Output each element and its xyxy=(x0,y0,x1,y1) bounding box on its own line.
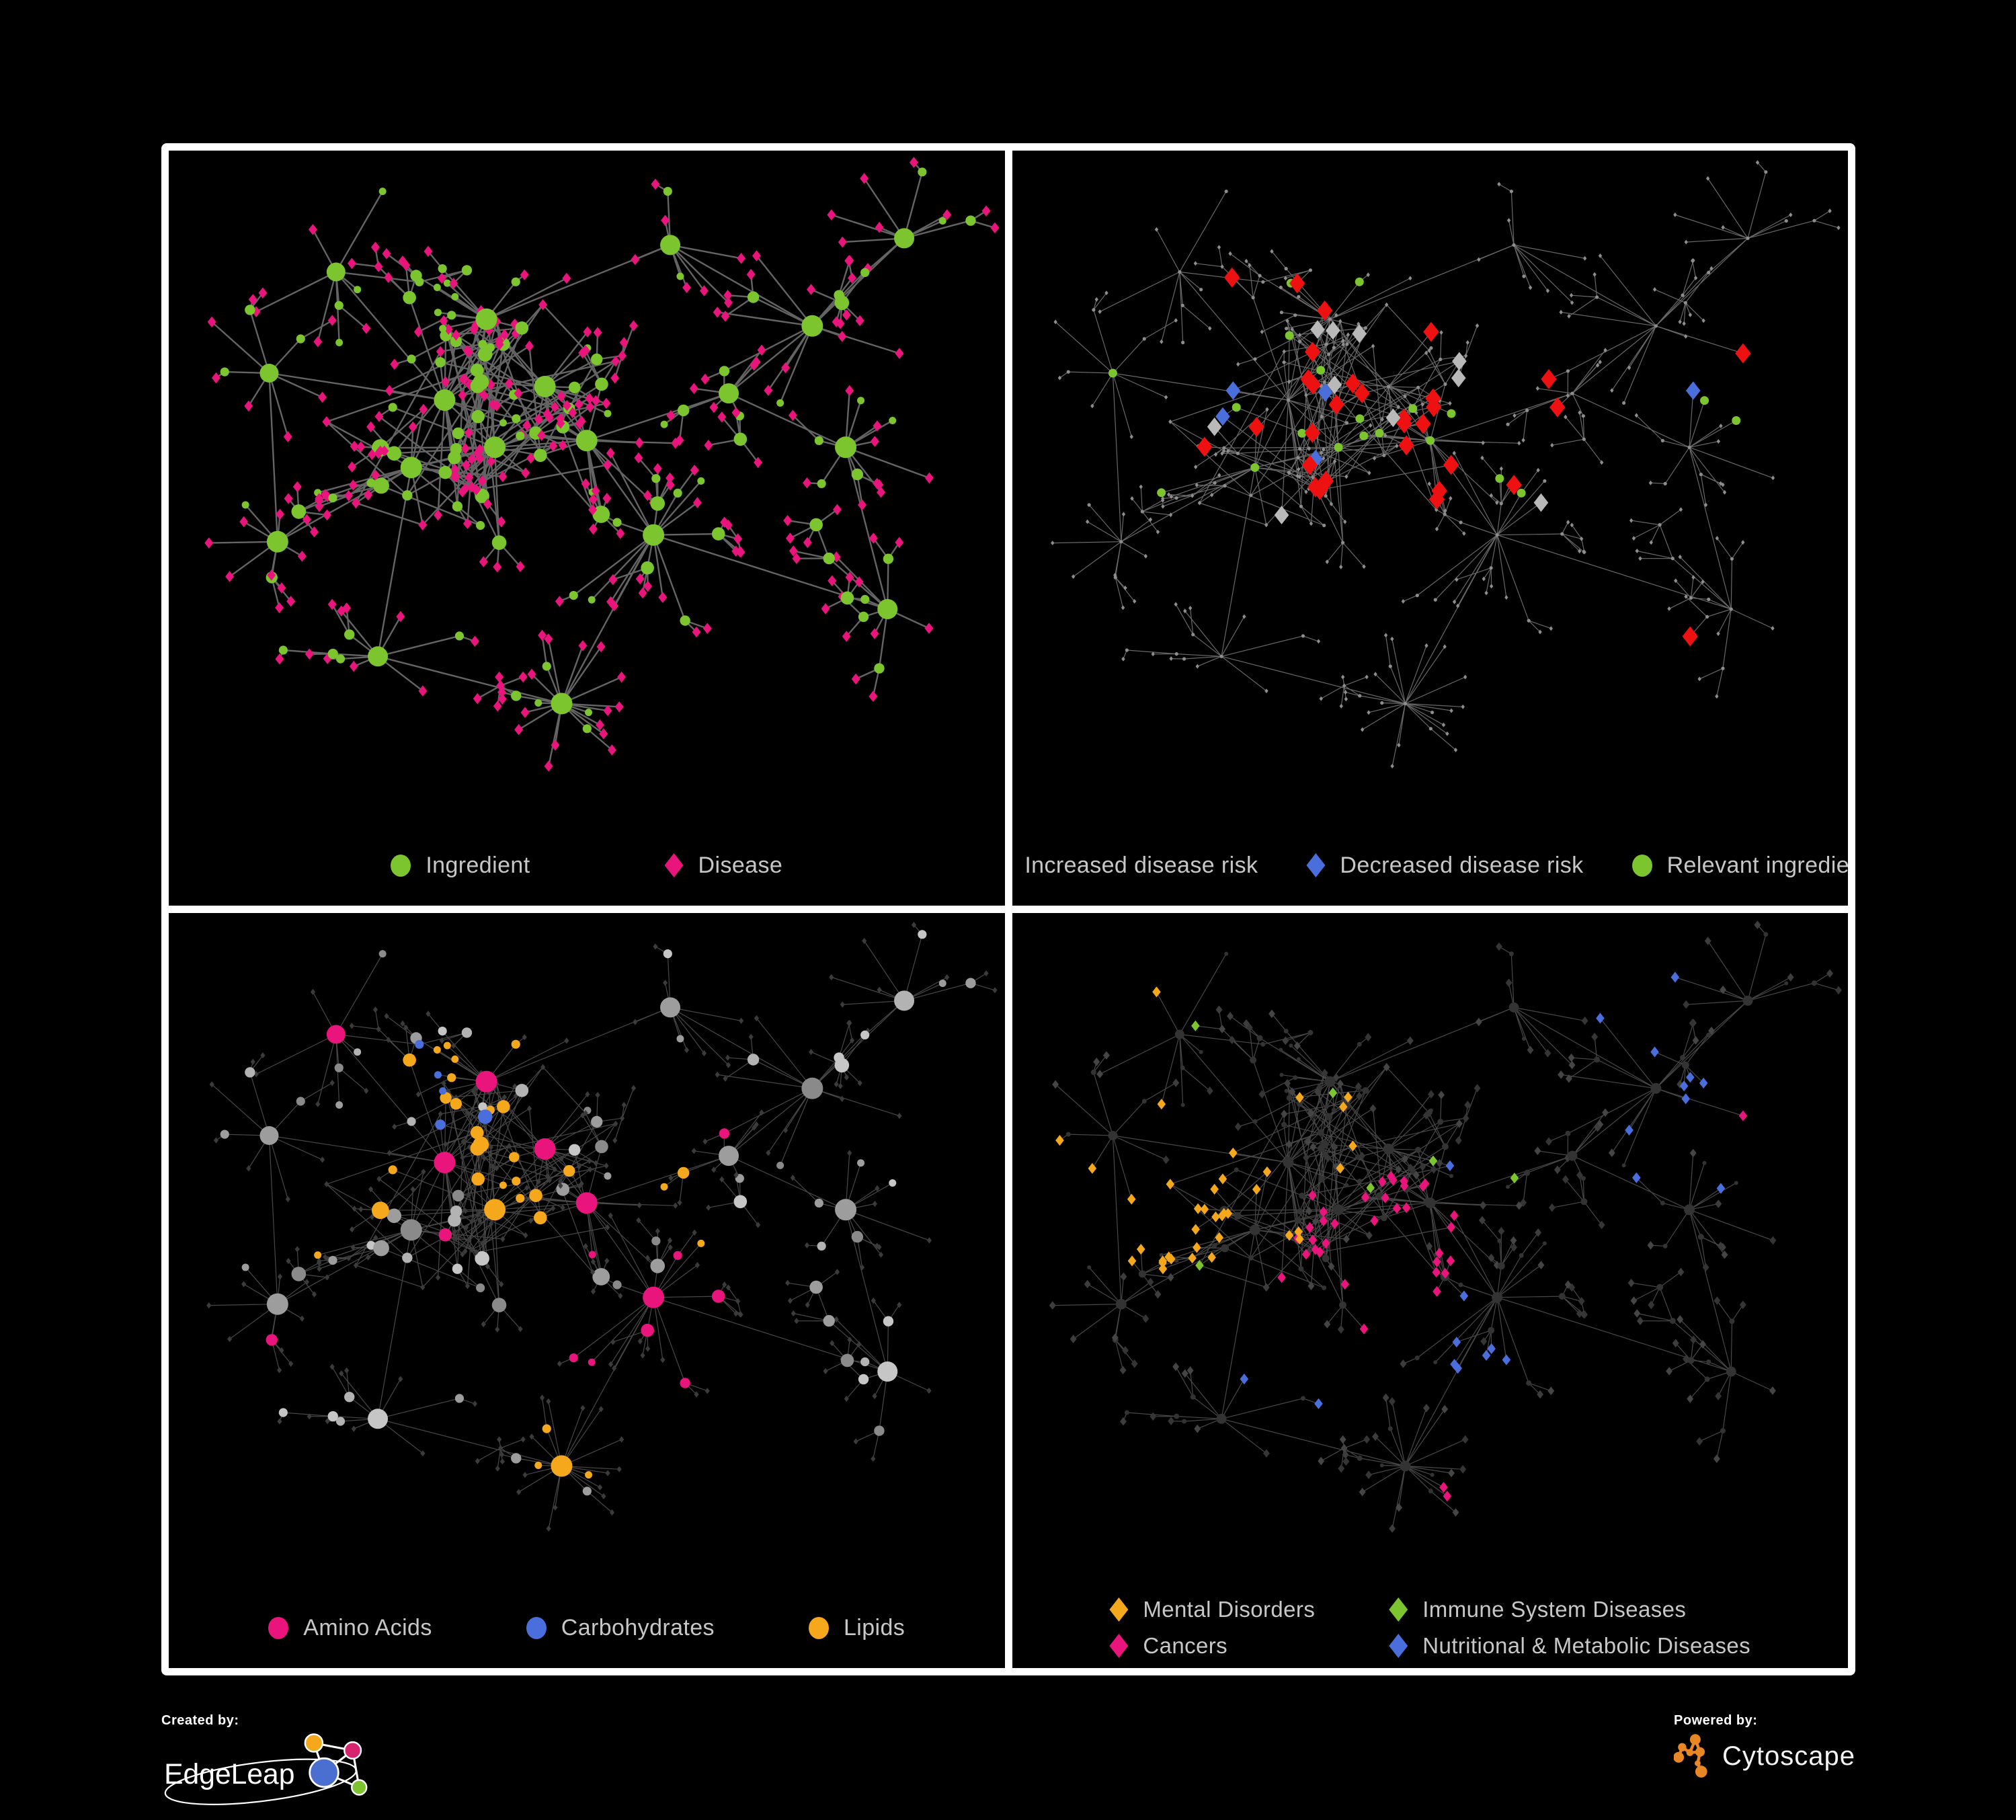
legend-label: Cancers xyxy=(1143,1633,1228,1658)
legend-disease-classes: Mental Disorders Immune System Diseases … xyxy=(1012,1587,1849,1668)
legend-label: Increased disease risk xyxy=(1024,852,1258,878)
edgeleap-green-node xyxy=(351,1779,368,1796)
powered-by-label: Powered by: xyxy=(1674,1713,1758,1728)
legend-label: Carbohydrates xyxy=(561,1614,715,1640)
legend-item: Mental Disorders xyxy=(1109,1597,1315,1622)
edgeleap-logo: EdgeLeap xyxy=(164,1733,368,1805)
legend-label: Nutritional & Metabolic Diseases xyxy=(1422,1633,1751,1658)
lipids-legend-marker xyxy=(808,1616,829,1639)
network-nutrient-classes xyxy=(206,922,998,1532)
cancers-legend-marker xyxy=(1109,1634,1129,1658)
footer: Created by: EdgeLeap Powered by: xyxy=(161,1675,1855,1820)
edgeleap-wordmark: EdgeLeap xyxy=(164,1758,294,1790)
nutritional-metabolic-legend-marker xyxy=(1389,1634,1408,1658)
edgeleap-lockup: Created by: EdgeLeap xyxy=(161,1713,390,1811)
cytoscape-wordmark: Cytoscape xyxy=(1722,1741,1855,1771)
legend-label: Amino Acids xyxy=(303,1614,432,1640)
legend-label: Immune System Diseases xyxy=(1422,1597,1687,1622)
cytoscape-icon xyxy=(1674,1734,1707,1778)
panel-ingredient-disease: Ingredient Disease xyxy=(169,151,1005,906)
network-ingredient-disease xyxy=(204,157,1000,772)
ingredient-legend-marker xyxy=(391,854,411,877)
legend-nutrient-classes: Amino Acids Carbohydrates Lipids xyxy=(169,1587,1005,1668)
legend-label: Relevant ingredient xyxy=(1666,852,1848,878)
legend-disease-risk: Increased disease risk Decreased disease… xyxy=(1012,825,1848,906)
legend-item: Relevant ingredient xyxy=(1631,852,1848,879)
panel-disease-classes: Mental Disorders Immune System Diseases … xyxy=(1012,913,1849,1668)
legend-label: Lipids xyxy=(843,1614,905,1640)
legend-item: Amino Acids xyxy=(268,1615,432,1641)
legend-item: Immune System Diseases xyxy=(1389,1597,1750,1622)
amino-acids-legend-marker xyxy=(268,1616,289,1639)
edgeleap-blue-node xyxy=(309,1757,339,1788)
panel-nutrient-classes: Amino Acids Carbohydrates Lipids xyxy=(169,913,1005,1668)
edgeleap-orange-node xyxy=(304,1733,324,1753)
relevant-ingredient-legend-marker xyxy=(1631,854,1652,877)
legend-label: Mental Disorders xyxy=(1143,1597,1316,1622)
panel-disease-risk: Increased disease risk Decreased disease… xyxy=(1012,151,1848,906)
created-by-label: Created by: xyxy=(161,1713,239,1728)
edgeleap-magenta-node xyxy=(344,1741,362,1760)
cytoscape-row: Cytoscape xyxy=(1674,1733,1855,1780)
decreased-risk-legend-marker xyxy=(1306,853,1326,877)
legend-label: Disease xyxy=(698,852,783,878)
mental-disorders-legend-marker xyxy=(1109,1597,1129,1622)
legend-ingredient-disease: Ingredient Disease xyxy=(169,825,1005,906)
cytoscape-lockup: Powered by: Cytos xyxy=(1674,1713,1855,1780)
legend-item: Decreased disease risk xyxy=(1306,853,1583,879)
legend-item: Cancers xyxy=(1109,1633,1315,1659)
legend-label: Ingredient xyxy=(426,852,530,878)
legend-item: Disease xyxy=(664,852,783,879)
immune-diseases-legend-marker xyxy=(1389,1597,1408,1622)
network-disease-classes xyxy=(1049,920,1842,1533)
legend-item: Nutritional & Metabolic Diseases xyxy=(1389,1633,1750,1659)
legend-item: Ingredient xyxy=(391,853,530,879)
legend-item: Increased disease risk xyxy=(1012,853,1258,879)
carbohydrates-legend-marker xyxy=(526,1616,547,1639)
legend-label: Decreased disease risk xyxy=(1340,852,1584,878)
network-disease-risk xyxy=(1050,160,1841,768)
disease-legend-marker xyxy=(664,853,684,877)
panel-grid: Ingredient Disease Increased disease ris… xyxy=(161,143,1855,1675)
legend-item: Carbohydrates xyxy=(526,1615,715,1641)
legend-item: Lipids xyxy=(808,1614,905,1641)
